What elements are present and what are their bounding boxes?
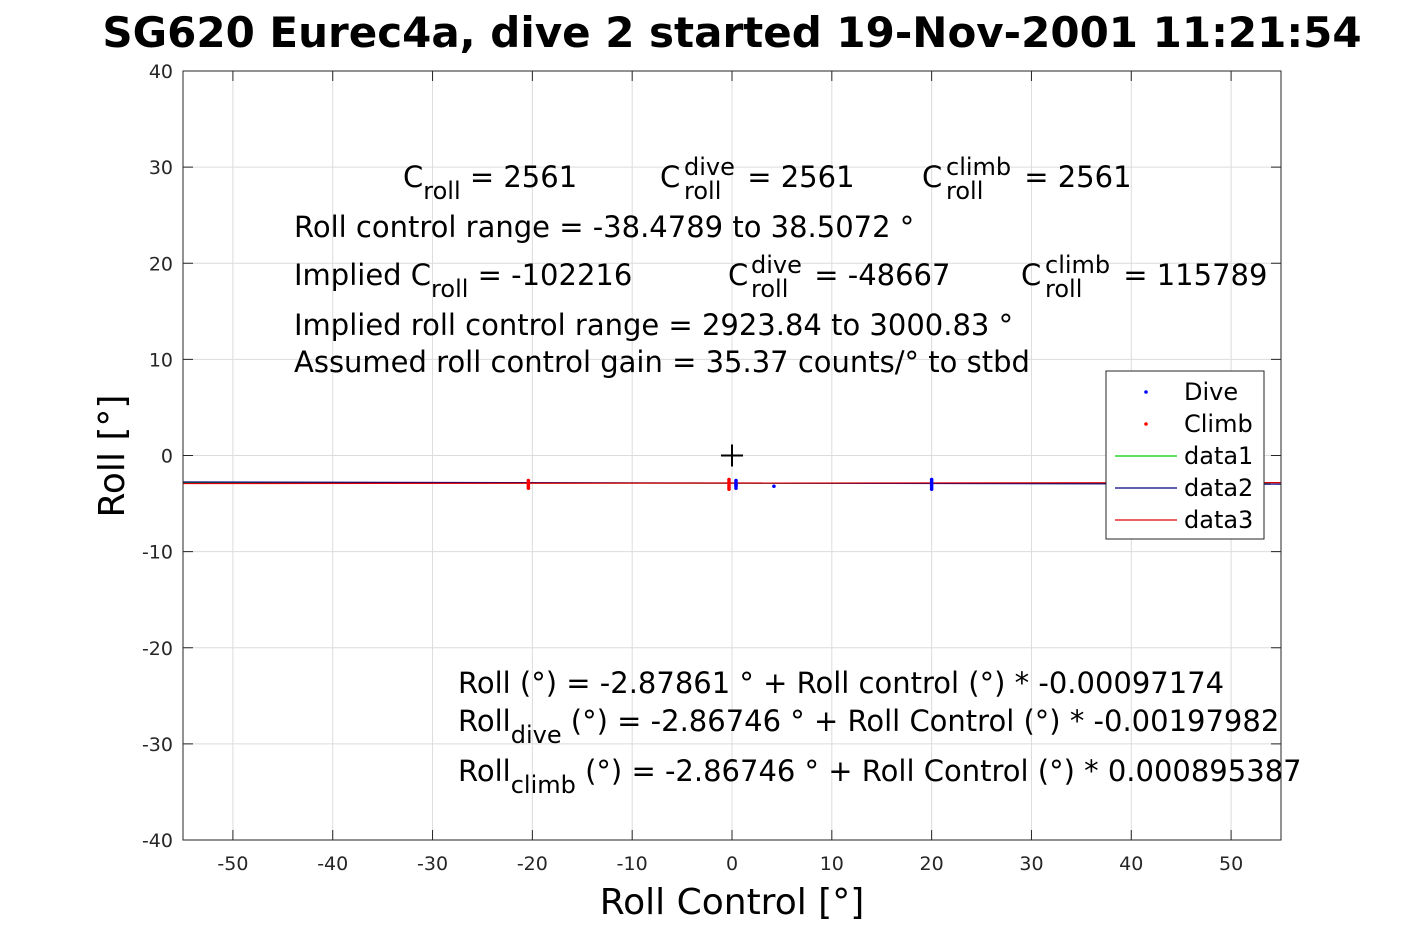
x-tick-label: 50 xyxy=(1219,853,1243,875)
x-tick-label: 0 xyxy=(726,853,738,875)
point-climb xyxy=(727,487,731,491)
legend-box xyxy=(1105,370,1265,540)
series-layer xyxy=(182,444,1282,491)
series-line-data3 xyxy=(182,481,1282,485)
legend-marker-dive xyxy=(1144,390,1148,394)
x-tick-label: -10 xyxy=(617,853,648,875)
y-tick-label: 0 xyxy=(161,446,173,468)
y-tick-label: -40 xyxy=(142,830,173,852)
legend-label: Dive xyxy=(1184,378,1238,406)
x-tick-label: -50 xyxy=(217,853,248,875)
axis-ticks: -50 -40 -30 -20 -10 0 10 20 30 40 50 -40 -30 -20 -10 0 1… xyxy=(142,61,1281,875)
legend-label: data3 xyxy=(1184,506,1253,534)
y-tick-label: -20 xyxy=(142,638,173,660)
x-tick-label: 20 xyxy=(920,853,944,875)
annotation-implied-range: Implied roll control range = 2923.84 to … xyxy=(294,308,1013,342)
point-dive xyxy=(734,483,738,488)
point-dive xyxy=(734,486,738,490)
annotation-implied-c-roll: Implied Croll = -102216 xyxy=(294,258,632,303)
legend-marker-climb xyxy=(1144,422,1148,426)
annotation-roll-range: Roll control range = -38.4789 to 38.5072… xyxy=(294,210,914,244)
point-climb xyxy=(526,486,531,490)
legend: Dive Climb data1 data2 data3 xyxy=(1105,370,1265,540)
x-tick-label: -30 xyxy=(417,853,448,875)
x-axis-label: Roll Control [°] xyxy=(600,882,865,923)
annotation-fit: Roll (°) = -2.87861 ° + Roll control (°)… xyxy=(458,666,1224,700)
legend-label: Climb xyxy=(1184,410,1253,438)
x-tick-label: 10 xyxy=(820,853,844,875)
y-tick-label: 10 xyxy=(149,349,173,371)
legend-label: data1 xyxy=(1184,442,1253,470)
y-tick-label: -10 xyxy=(142,542,173,564)
legend-label: data2 xyxy=(1184,474,1253,502)
y-axis-label: Roll [°] xyxy=(92,395,133,518)
y-tick-label: 40 xyxy=(149,61,173,83)
annotation-fit-dive: Rolldive (°) = -2.86746 ° + Roll Control… xyxy=(458,704,1279,749)
annotation-c-roll: Croll = 2561 xyxy=(403,160,577,205)
y-tick-label: 20 xyxy=(149,253,173,275)
x-tick-label: -20 xyxy=(517,853,548,875)
annotation-gain: Assumed roll control gain = 35.37 counts… xyxy=(294,345,1030,379)
point-dive xyxy=(772,484,776,489)
x-tick-label: -40 xyxy=(317,853,348,875)
y-tick-label: 30 xyxy=(149,157,173,179)
x-tick-label: 30 xyxy=(1019,853,1043,875)
y-tick-label: -30 xyxy=(142,734,173,756)
point-dive xyxy=(929,487,934,491)
x-tick-label: 40 xyxy=(1119,853,1143,875)
chart-title: SG620 Eurec4a, dive 2 started 19-Nov-200… xyxy=(102,8,1361,57)
annotation-fit-climb: Rollclimb (°) = -2.86746 ° + Roll Contro… xyxy=(458,754,1302,799)
